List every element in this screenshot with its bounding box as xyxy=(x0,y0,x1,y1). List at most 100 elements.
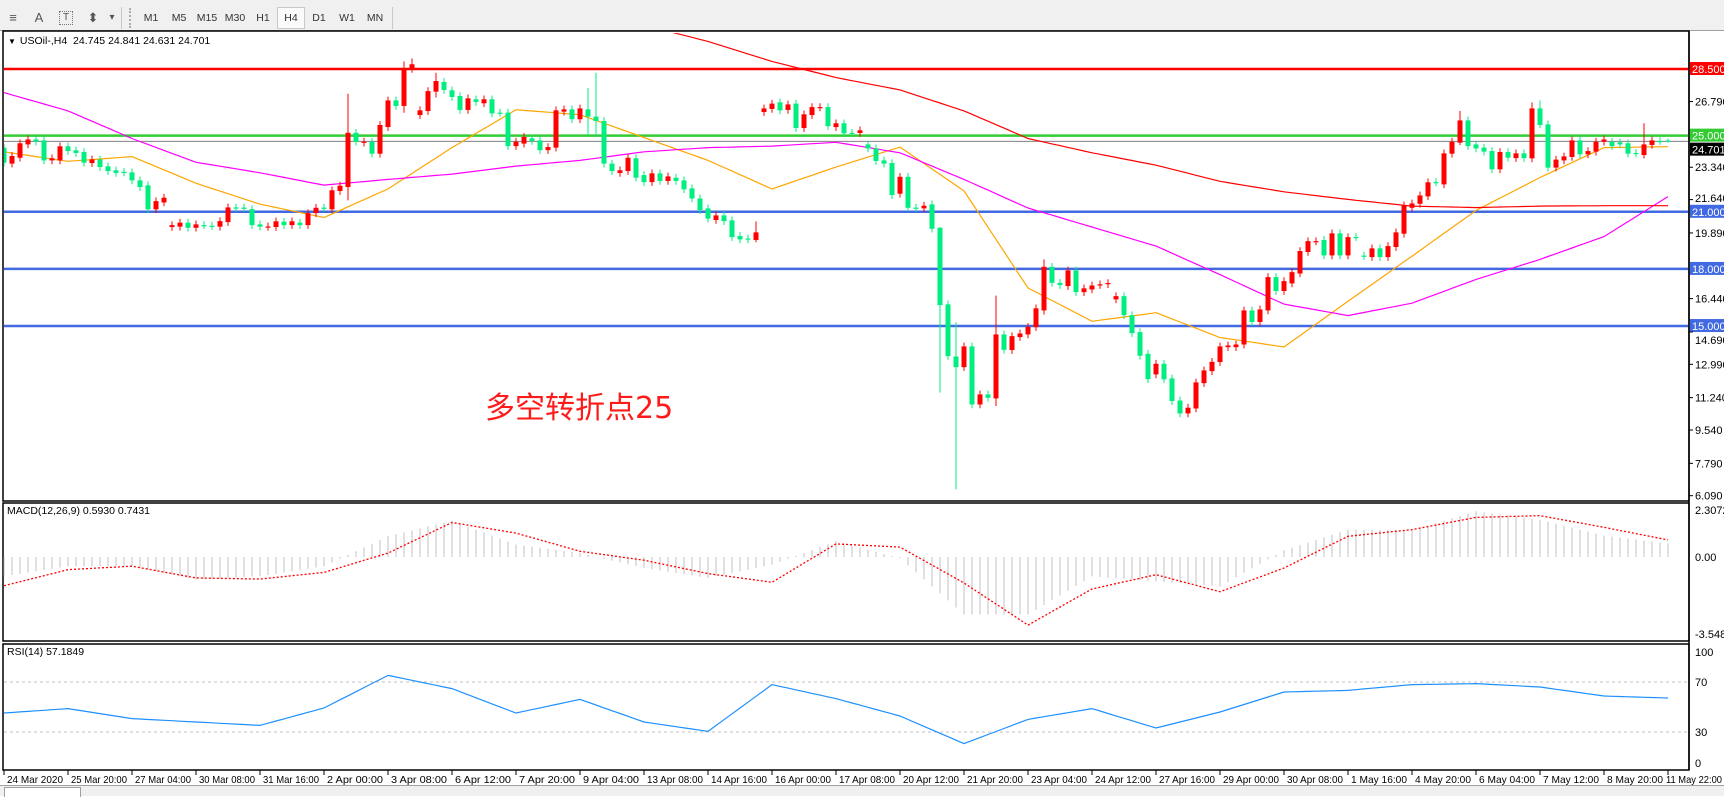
macd-tick-label: -3.5484 xyxy=(1695,629,1724,641)
toolbar-separator xyxy=(121,6,122,29)
candle-down xyxy=(1505,152,1511,158)
timeframe-w1[interactable]: W1 xyxy=(339,11,355,24)
candle-up xyxy=(897,176,903,194)
candle-down xyxy=(4,147,7,163)
candle-down xyxy=(793,103,799,129)
candle-up xyxy=(1097,284,1103,286)
candle-up xyxy=(25,139,31,145)
candle-up xyxy=(89,159,95,164)
candle-down xyxy=(1321,239,1327,256)
candle-down xyxy=(529,138,535,141)
candle-up xyxy=(481,99,487,104)
candle-up xyxy=(993,334,999,399)
candle-up xyxy=(665,176,671,181)
candle-up xyxy=(1561,156,1567,161)
time-tick-label: 6 Apr 12:00 xyxy=(455,774,511,786)
chart-legend: ▼ USOil-,H4 24.745 24.841 24.631 24.701 xyxy=(8,35,210,47)
candle-up xyxy=(521,136,527,144)
candle-down xyxy=(1465,120,1471,147)
candle-up xyxy=(1225,345,1231,348)
time-tick-label: 27 Apr 16:00 xyxy=(1159,774,1215,786)
candle-down xyxy=(1625,143,1631,154)
timeframe-m5[interactable]: M5 xyxy=(171,11,187,24)
candle-up xyxy=(305,213,311,226)
candle-up xyxy=(289,221,295,226)
candle-up xyxy=(377,124,383,154)
candle-up xyxy=(329,190,335,210)
rsi-tick-label: 100 xyxy=(1695,647,1713,659)
candle-up xyxy=(17,143,23,158)
candle-down xyxy=(729,220,735,238)
chevron-down-icon[interactable]: ▾ xyxy=(109,12,115,23)
candle-down xyxy=(1545,124,1551,168)
candle-down xyxy=(1145,353,1151,380)
chart-annotation-text[interactable]: 多空转折点25 xyxy=(485,391,674,426)
candle-up xyxy=(1553,159,1559,168)
timeframe-mn[interactable]: MN xyxy=(366,11,384,24)
candle-down xyxy=(1481,147,1487,152)
candle-up xyxy=(433,80,439,92)
candle-up xyxy=(1529,108,1535,159)
candle-down xyxy=(953,356,959,368)
candle-up xyxy=(1113,296,1119,300)
timeframe-h4[interactable]: H4 xyxy=(277,6,305,29)
candle-down xyxy=(1057,282,1063,286)
horizontal-lines-f-icon[interactable]: ≡ xyxy=(9,10,17,25)
candle-down xyxy=(841,123,847,134)
candle-up xyxy=(713,215,719,220)
candle-up xyxy=(1313,241,1319,243)
timeframe-h1[interactable]: H1 xyxy=(256,11,270,24)
price-tick-label: 6.090 xyxy=(1695,491,1723,503)
candle-down xyxy=(1633,152,1639,155)
candle-up xyxy=(1089,285,1095,290)
candle-down xyxy=(33,139,39,142)
candle-down xyxy=(673,177,679,181)
level-price-label: 21.000 xyxy=(1692,207,1724,219)
candle-down xyxy=(865,144,871,149)
candle-up xyxy=(1081,288,1087,293)
timeframe-m15[interactable]: M15 xyxy=(196,11,218,24)
arrows-icon[interactable]: ⬍ xyxy=(87,9,99,25)
candle-up xyxy=(1401,205,1407,234)
candle-up xyxy=(513,141,519,147)
candle-up xyxy=(1297,251,1303,274)
price-tick-label: 9.540 xyxy=(1695,425,1723,437)
candle-up xyxy=(833,123,839,128)
rsi-legend: RSI(14) 57.1849 xyxy=(7,646,85,658)
candle-up xyxy=(1513,153,1519,159)
level-price-label-bg xyxy=(1690,128,1724,142)
candle-up xyxy=(193,224,199,228)
candle-up xyxy=(1569,140,1575,157)
candle-up xyxy=(313,207,319,214)
candle-down xyxy=(73,150,79,153)
rsi-tick-label: 30 xyxy=(1695,727,1707,739)
text-a-icon[interactable]: A xyxy=(34,10,44,25)
candle-down xyxy=(697,198,703,211)
candle-down xyxy=(913,207,919,209)
candle-down xyxy=(609,163,615,172)
candle-up xyxy=(1265,277,1271,311)
candle-down xyxy=(241,207,247,209)
toolbar-grip[interactable] xyxy=(129,7,133,28)
timeframe-m30[interactable]: M30 xyxy=(224,11,246,24)
candle-down xyxy=(1537,108,1543,125)
candle-up xyxy=(785,104,791,110)
candle-up xyxy=(577,108,583,120)
candle-up xyxy=(1185,407,1191,414)
candle-down xyxy=(593,116,599,121)
text-label-icon[interactable]: T xyxy=(59,10,73,25)
candle-down xyxy=(113,170,119,173)
time-tick-label: 4 May 20:00 xyxy=(1415,774,1471,786)
chart-tab[interactable] xyxy=(4,787,81,797)
timeframe-d1[interactable]: D1 xyxy=(312,11,326,24)
candle-up xyxy=(1193,382,1199,409)
time-tick-label: 16 Apr 00:00 xyxy=(775,774,831,786)
candle-down xyxy=(1577,140,1583,155)
timeframe-m1[interactable]: M1 xyxy=(143,11,159,24)
candle-down xyxy=(1001,334,1007,350)
legend-collapse-icon[interactable]: ▼ xyxy=(8,37,16,46)
main-pane-frame xyxy=(2,30,1690,502)
candle-up xyxy=(1393,232,1399,248)
candle-up xyxy=(9,156,15,164)
